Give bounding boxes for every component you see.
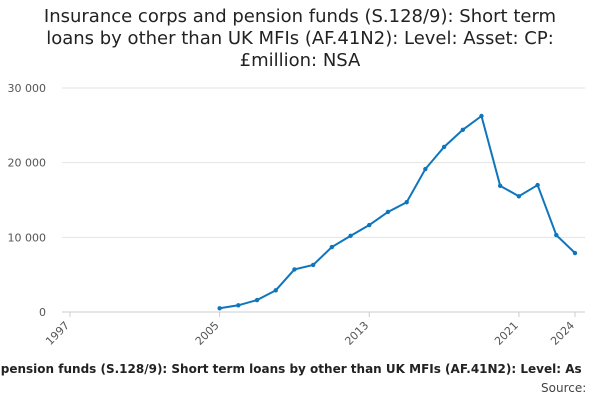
point [460, 127, 465, 133]
x-tick-label: 2005 [193, 319, 222, 348]
point [310, 262, 316, 268]
point [423, 166, 428, 172]
point [329, 244, 335, 250]
point [479, 113, 484, 119]
point [217, 306, 222, 311]
x-tick-label: 1997 [43, 319, 72, 348]
point [236, 303, 241, 308]
point [292, 267, 297, 272]
y-tick-label: 0 [39, 306, 46, 319]
point [572, 250, 578, 256]
point [497, 183, 503, 189]
y-tick-label: 10 000 [8, 231, 47, 244]
point [535, 182, 540, 188]
point [254, 297, 260, 303]
y-tick-label: 20 000 [8, 157, 47, 170]
point [404, 200, 409, 205]
point [273, 288, 278, 293]
point [441, 144, 447, 150]
line [219, 114, 576, 310]
y-tick-label: 30 000 [8, 82, 47, 95]
point [367, 222, 372, 228]
point [554, 232, 559, 238]
chart-title: Insurance corps and pension funds (S.128… [43, 6, 557, 71]
x-tick-label: 2021 [492, 319, 521, 348]
point [385, 209, 391, 215]
x-tick-label: 2013 [342, 319, 371, 348]
point [348, 233, 353, 239]
caption: d pension funds (S.128/9): Short term lo… [0, 362, 582, 376]
source: Source: [541, 381, 586, 395]
point [516, 194, 522, 199]
x-tick-label: 2024 [548, 319, 577, 348]
